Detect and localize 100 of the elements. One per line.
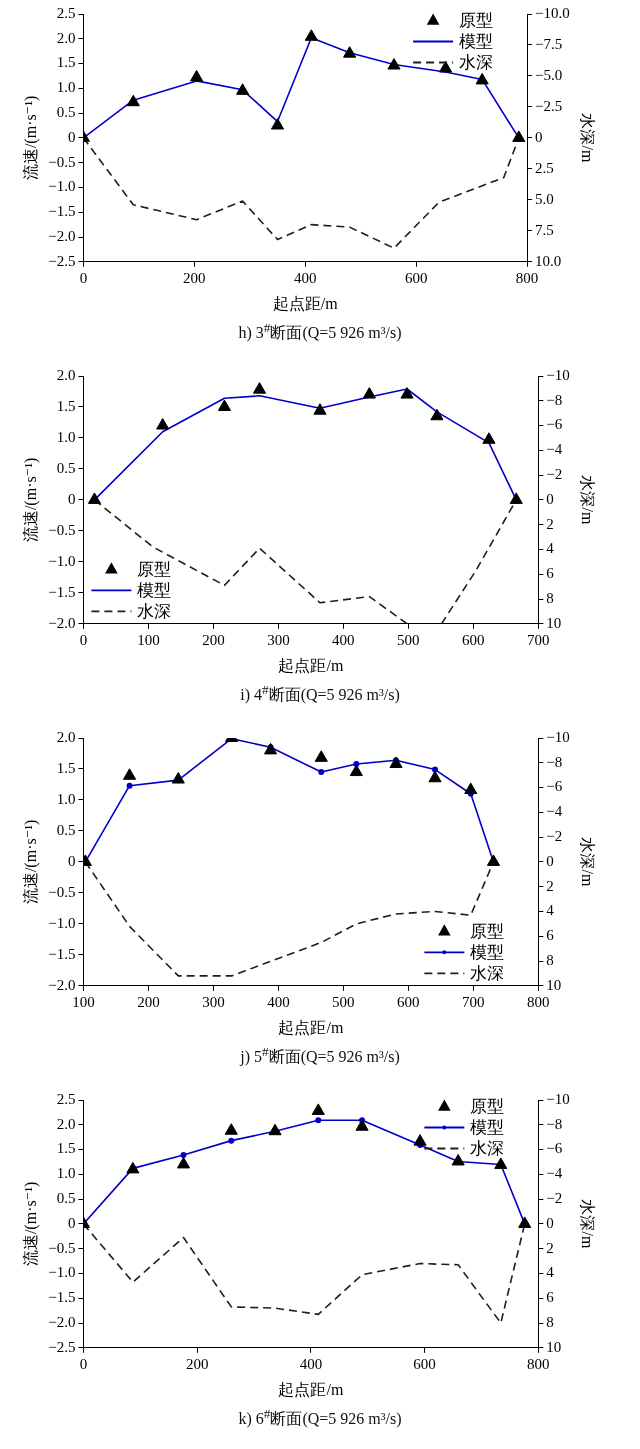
point <box>486 854 501 866</box>
y-axis-title: 流速/(m·s⁻¹) <box>21 95 40 181</box>
y-tick-label: 1.0 <box>56 428 76 445</box>
y-tick-label: −1.5 <box>48 945 76 962</box>
point <box>315 1117 322 1124</box>
y2-axis-title: 水深/m <box>579 1199 597 1249</box>
y-tick-label: 2.0 <box>56 1115 76 1132</box>
point <box>451 1153 465 1166</box>
x-axis-title: 起点距/m <box>278 1018 344 1036</box>
x-tick-label: 600 <box>404 269 428 286</box>
legend-label: 原型 <box>459 10 494 30</box>
point <box>224 1123 238 1135</box>
y-tick-label: −0.5 <box>48 153 76 170</box>
legend-label: 水深 <box>459 52 494 72</box>
x-tick-label: 100 <box>137 631 160 648</box>
x-axis-title: 起点距/m <box>272 294 339 312</box>
y2-tick-label: 2.5 <box>535 159 554 176</box>
y-tick-label: 1.5 <box>56 1140 76 1157</box>
y-tick-label: −0.5 <box>48 883 76 900</box>
x-tick-label: 100 <box>72 993 95 1010</box>
y-tick-label: 1.5 <box>56 397 76 414</box>
y2-tick-label: 4 <box>546 540 555 557</box>
point <box>311 1103 325 1115</box>
y2-tick-label: 8 <box>546 951 554 968</box>
x-tick-label: 400 <box>332 631 355 648</box>
y-tick-label: −2.0 <box>48 1313 76 1330</box>
point <box>400 387 414 399</box>
text: i) 4$^{#}$断面(Q=5 926 m³/s) <box>239 682 401 706</box>
y2-tick-label: −10 <box>546 366 570 383</box>
x-tick-label: 300 <box>202 993 225 1010</box>
x-tick-label: 600 <box>462 631 485 648</box>
y-tick-label: 0 <box>67 852 76 869</box>
y-tick-label: −2.0 <box>48 614 76 631</box>
legend-label: 水深 <box>470 963 505 983</box>
x-tick-label: 500 <box>332 993 355 1010</box>
y-tick-label: 0 <box>67 128 76 145</box>
legend-label: 原型 <box>470 1096 505 1116</box>
point <box>428 770 442 783</box>
y-tick-label: −2.5 <box>48 1338 76 1355</box>
x-tick-label: 0 <box>79 269 88 286</box>
y2-tick-label: 8 <box>546 1313 554 1330</box>
x-tick-label: 0 <box>79 1355 88 1372</box>
point <box>512 130 526 142</box>
y-tick-label: 1.0 <box>56 79 76 96</box>
y2-tick-label: −4 <box>546 1165 563 1182</box>
y-tick-label: 2.0 <box>56 29 76 46</box>
y2-tick-label: 6 <box>546 565 555 582</box>
y2-tick-label: −2 <box>546 828 563 845</box>
y2-axis-title: 水深/m <box>579 837 597 887</box>
text: j) 5$^{#}$断面(Q=5 926 m³/s) <box>238 1044 401 1068</box>
y-tick-label: −1.0 <box>48 178 76 195</box>
y-tick-label: 2.0 <box>56 728 76 745</box>
legend-label: 水深 <box>470 1138 505 1158</box>
y2-tick-label: 2 <box>546 515 554 532</box>
legend-label: 原型 <box>470 921 505 941</box>
y-tick-label: 0.5 <box>56 821 76 838</box>
text: k) 6$^{#}$断面(Q=5 926 m³/s) <box>237 1406 403 1430</box>
point <box>228 1137 235 1144</box>
point <box>217 399 231 411</box>
point <box>126 1161 140 1174</box>
point <box>126 782 133 789</box>
y2-tick-label: 7.5 <box>535 221 554 238</box>
y-tick-label: 1.0 <box>56 790 76 807</box>
x-tick-label: 600 <box>397 993 420 1010</box>
y2-axis-title: 水深/m <box>579 475 597 525</box>
point <box>355 1119 369 1131</box>
x-tick-label: 200 <box>137 993 160 1010</box>
y-tick-label: 2.5 <box>56 1090 76 1107</box>
point <box>413 1134 427 1146</box>
y-tick-label: −1.5 <box>48 583 76 600</box>
point <box>509 492 523 504</box>
y-tick-label: −1.0 <box>48 914 76 931</box>
y-tick-label: 2.5 <box>56 4 76 21</box>
y-tick-label: 0.5 <box>56 459 76 476</box>
x-tick-label: 500 <box>397 631 420 648</box>
y2-tick-label: −5.0 <box>535 66 563 83</box>
x-tick-label: 800 <box>515 269 539 286</box>
point <box>176 1156 191 1169</box>
point <box>122 768 137 780</box>
point <box>314 750 328 762</box>
point <box>189 69 204 82</box>
legend-label: 水深 <box>137 601 172 621</box>
y2-tick-label: 2 <box>546 1239 554 1256</box>
y-axis-title: 流速/(m·s⁻¹) <box>21 457 40 543</box>
y2-tick-label: 6 <box>546 1289 555 1306</box>
y-tick-label: −2.5 <box>48 252 76 269</box>
point <box>464 782 478 795</box>
y2-tick-label: −2.5 <box>535 97 563 114</box>
y2-tick-label: −8 <box>546 391 563 408</box>
x-tick-label: 600 <box>413 1355 436 1372</box>
y2-tick-label: −6 <box>546 778 563 795</box>
point <box>268 1123 282 1136</box>
x-tick-label: 700 <box>527 631 550 648</box>
legend-label: 原型 <box>137 559 172 579</box>
y-tick-label: −0.5 <box>48 521 76 538</box>
y2-tick-label: −4 <box>546 441 563 458</box>
y2-tick-label: −6 <box>546 1140 563 1157</box>
y2-axis-title: 水深/m <box>579 113 597 163</box>
text: h) 3$^{#}$断面(Q=5 926 m³/s) <box>237 320 403 344</box>
x-axis-title: 起点距/m <box>278 656 344 674</box>
